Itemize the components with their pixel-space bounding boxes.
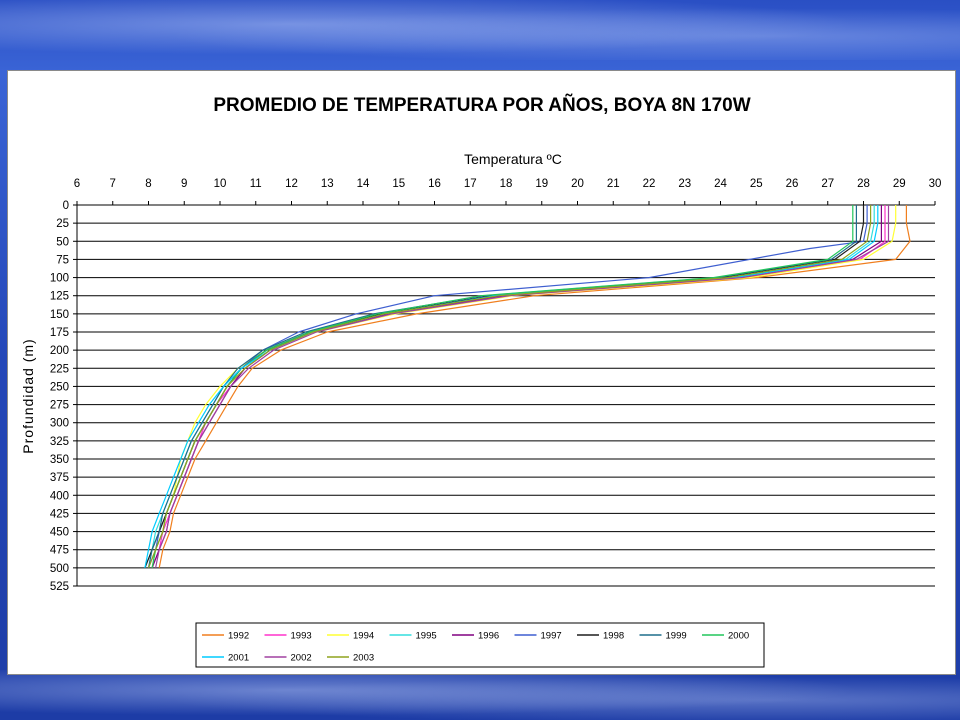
x-tick-label-15: 15 <box>392 178 405 190</box>
x-axis-title: Temperatura ºC <box>464 151 562 167</box>
chart-panel: PROMEDIO DE TEMPERATURA POR AÑOS, BOYA 8… <box>7 70 956 675</box>
y-tick-label-375: 375 <box>50 472 69 484</box>
background-highlight-top <box>0 0 960 60</box>
x-tick-label-17: 17 <box>464 178 477 190</box>
y-tick-label-150: 150 <box>50 309 69 321</box>
legend-label-1993: 1993 <box>291 631 312 642</box>
y-tick-label-450: 450 <box>50 527 69 539</box>
y-tick-label-325: 325 <box>50 436 69 448</box>
legend-label-1999: 1999 <box>666 631 687 642</box>
y-tick-label-525: 525 <box>50 581 69 593</box>
legend-label-1997: 1997 <box>541 631 562 642</box>
x-tick-label-25: 25 <box>750 178 763 190</box>
legend-label-2002: 2002 <box>291 653 312 664</box>
x-tick-label-18: 18 <box>500 178 513 190</box>
legend-label-1992: 1992 <box>228 631 249 642</box>
y-tick-label-100: 100 <box>50 273 69 285</box>
legend-label-1994: 1994 <box>353 631 374 642</box>
x-tick-label-9: 9 <box>181 178 187 190</box>
y-tick-label-75: 75 <box>56 254 69 266</box>
y-tick-label-175: 175 <box>50 327 69 339</box>
x-tick-label-7: 7 <box>110 178 116 190</box>
chart-title: PROMEDIO DE TEMPERATURA POR AÑOS, BOYA 8… <box>213 94 750 116</box>
x-tick-label-14: 14 <box>357 178 370 190</box>
series-line-2003 <box>147 205 872 569</box>
y-tick-label-225: 225 <box>50 363 69 375</box>
x-tick-label-28: 28 <box>857 178 870 190</box>
x-tick-label-22: 22 <box>643 178 656 190</box>
x-tick-label-21: 21 <box>607 178 620 190</box>
x-axis: 6 7 8 9 10 11 12 13 14 15 16 17 18 19 20 21 22 23 24 25 26 27… <box>74 178 942 205</box>
y-tick-label-200: 200 <box>50 345 69 357</box>
y-tick-label-400: 400 <box>50 490 69 502</box>
y-tick-label-275: 275 <box>50 400 69 412</box>
x-tick-label-24: 24 <box>714 178 727 190</box>
y-tick-label-50: 50 <box>56 236 69 248</box>
x-tick-label-20: 20 <box>571 178 584 190</box>
y-tick-label-25: 25 <box>56 218 69 230</box>
y-tick-label-425: 425 <box>50 508 69 520</box>
y-tick-label-0: 0 <box>63 200 69 212</box>
legend-label-1995: 1995 <box>416 631 437 642</box>
legend-label-2003: 2003 <box>353 653 374 664</box>
series-lines <box>144 205 911 569</box>
x-tick-label-10: 10 <box>214 178 227 190</box>
y-axis-title: Profundidad (m) <box>20 338 36 453</box>
x-tick-label-26: 26 <box>786 178 799 190</box>
x-tick-label-6: 6 <box>74 178 80 190</box>
legend-box <box>195 622 765 668</box>
x-tick-label-27: 27 <box>821 178 834 190</box>
y-tick-label-475: 475 <box>50 545 69 557</box>
legend-label-2001: 2001 <box>228 653 249 664</box>
x-tick-label-30: 30 <box>929 178 942 190</box>
temperature-profile-chart: PROMEDIO DE TEMPERATURA POR AÑOS, BOYA 8… <box>20 94 942 668</box>
series-line-2002 <box>155 205 890 569</box>
y-tick-label-125: 125 <box>50 291 69 303</box>
background-highlight-bottom <box>0 670 960 720</box>
x-tick-label-19: 19 <box>535 178 548 190</box>
x-tick-label-12: 12 <box>285 178 298 190</box>
y-tick-label-350: 350 <box>50 454 69 466</box>
y-axis: 0 25 50 75 100 125 150 175 200 225 250 275 300 325 350… <box>50 200 77 593</box>
x-tick-label-13: 13 <box>321 178 334 190</box>
legend-label-2000: 2000 <box>728 631 749 642</box>
y-tick-label-250: 250 <box>50 381 69 393</box>
grid-lines <box>76 204 935 587</box>
x-tick-label-11: 11 <box>250 178 262 190</box>
series-line-1992 <box>158 205 911 569</box>
x-tick-label-8: 8 <box>145 178 151 190</box>
legend: 1992 1993 1994 1995 1996 1997 1998 1999 2000 2001… <box>195 622 765 668</box>
x-tick-label-23: 23 <box>678 178 691 190</box>
x-tick-label-29: 29 <box>893 178 906 190</box>
x-tick-label-16: 16 <box>428 178 441 190</box>
legend-label-1996: 1996 <box>478 631 499 642</box>
y-tick-label-500: 500 <box>50 563 69 575</box>
legend-label-1998: 1998 <box>603 631 624 642</box>
y-tick-label-300: 300 <box>50 418 69 430</box>
series-line-2001 <box>144 205 879 569</box>
